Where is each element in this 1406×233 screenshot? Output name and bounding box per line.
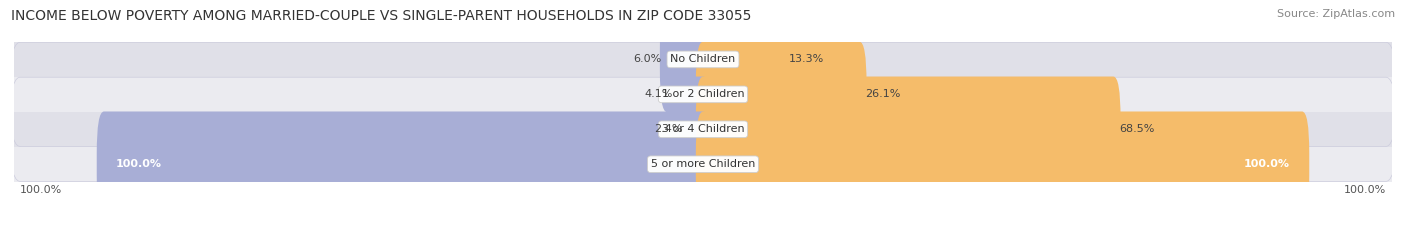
Bar xyxy=(14,42,1392,77)
Bar xyxy=(14,147,1392,182)
FancyBboxPatch shape xyxy=(682,76,710,182)
Text: 68.5%: 68.5% xyxy=(1119,124,1154,134)
Text: 100.0%: 100.0% xyxy=(1244,159,1291,169)
FancyBboxPatch shape xyxy=(696,42,866,147)
Text: 2.4%: 2.4% xyxy=(654,124,683,134)
FancyBboxPatch shape xyxy=(671,42,710,147)
Text: 6.0%: 6.0% xyxy=(633,55,661,64)
Text: No Children: No Children xyxy=(671,55,735,64)
FancyBboxPatch shape xyxy=(97,112,710,217)
Text: 13.3%: 13.3% xyxy=(789,55,824,64)
Bar xyxy=(14,112,1392,147)
Text: 5 or more Children: 5 or more Children xyxy=(651,159,755,169)
Bar xyxy=(14,77,1392,112)
Text: 100.0%: 100.0% xyxy=(115,159,162,169)
Text: 100.0%: 100.0% xyxy=(20,185,62,195)
FancyBboxPatch shape xyxy=(659,7,710,112)
Text: 26.1%: 26.1% xyxy=(865,89,901,99)
Text: Source: ZipAtlas.com: Source: ZipAtlas.com xyxy=(1277,9,1395,19)
Text: 1 or 2 Children: 1 or 2 Children xyxy=(662,89,744,99)
Text: 4.1%: 4.1% xyxy=(644,89,672,99)
Text: INCOME BELOW POVERTY AMONG MARRIED-COUPLE VS SINGLE-PARENT HOUSEHOLDS IN ZIP COD: INCOME BELOW POVERTY AMONG MARRIED-COUPL… xyxy=(11,9,752,23)
Text: 3 or 4 Children: 3 or 4 Children xyxy=(662,124,744,134)
FancyBboxPatch shape xyxy=(696,76,1121,182)
FancyBboxPatch shape xyxy=(696,112,1309,217)
FancyBboxPatch shape xyxy=(696,7,790,112)
Text: 100.0%: 100.0% xyxy=(1344,185,1386,195)
